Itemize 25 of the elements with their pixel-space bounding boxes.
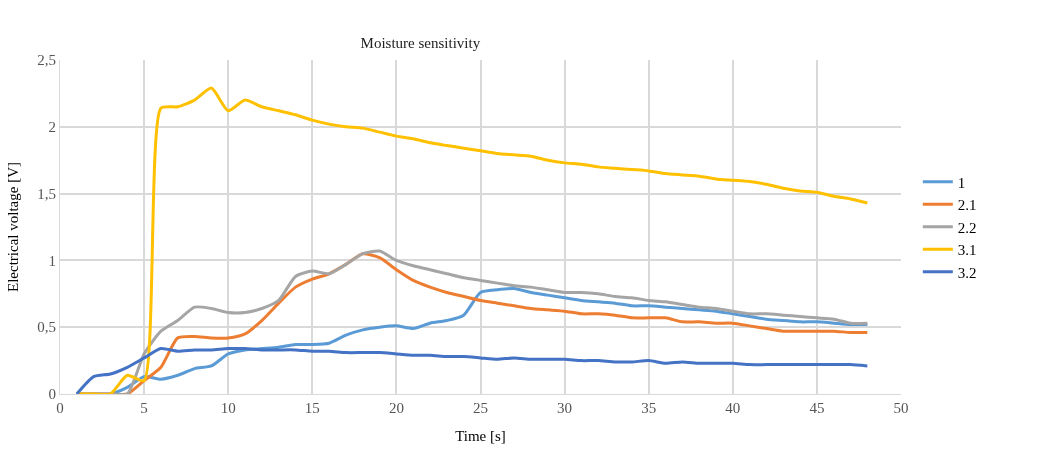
y-tick-label: 0,5 (37, 319, 56, 336)
x-tick-label: 15 (304, 400, 320, 416)
y-axis-title: Electrical voltage [V] (4, 162, 21, 292)
x-tick-label: 5 (140, 400, 148, 416)
legend-label: 3.2 (957, 264, 977, 281)
x-tick-label: 45 (809, 400, 825, 416)
x-tick-label: 20 (388, 400, 404, 416)
x-tick-label: 50 (893, 400, 909, 416)
y-tick-label: 2 (48, 119, 56, 136)
y-tick-label: 2,5 (37, 52, 56, 69)
x-tick-label: 10 (220, 400, 236, 416)
y-tick-label: 0 (48, 386, 56, 403)
x-tick-label: 30 (557, 400, 573, 416)
legend-label: 2.2 (957, 219, 977, 236)
chart-title: Moisture sensitivity (360, 34, 481, 51)
line-series (75, 347, 869, 394)
y-tick-label: 1 (48, 252, 56, 269)
y-tick-label: 1,5 (37, 185, 56, 202)
x-tick-label: 25 (473, 400, 488, 416)
legend-label: 3.1 (957, 242, 977, 259)
x-tick-label: 40 (725, 400, 741, 416)
x-tick-label: 35 (641, 400, 657, 416)
legend-label: 2.1 (957, 197, 977, 214)
legend-label: 1 (957, 174, 966, 191)
x-axis-title: Time [s] (455, 428, 506, 444)
